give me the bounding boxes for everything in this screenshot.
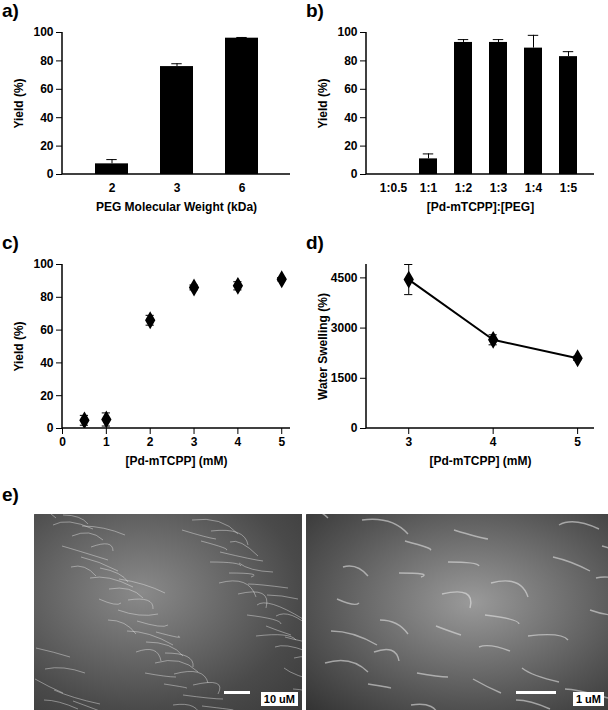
svg-text:80: 80 <box>344 54 358 68</box>
svg-text:40: 40 <box>40 111 54 125</box>
svg-text:0: 0 <box>351 167 358 181</box>
svg-text:4: 4 <box>490 435 497 449</box>
svg-text:1:1: 1:1 <box>420 181 438 195</box>
svg-text:4: 4 <box>235 435 242 449</box>
svg-text:[Pd-mTCPP] (mM): [Pd-mTCPP] (mM) <box>126 454 228 468</box>
svg-text:5: 5 <box>574 435 581 449</box>
svg-text:1:4: 1:4 <box>525 181 543 195</box>
svg-text:1: 1 <box>103 435 110 449</box>
svg-text:80: 80 <box>40 54 54 68</box>
svg-text:80: 80 <box>40 290 54 304</box>
svg-text:100: 100 <box>33 25 53 39</box>
html-text:d): d) <box>306 232 324 253</box>
svg-text:Yield (%): Yield (%) <box>12 78 26 128</box>
svg-text:20: 20 <box>344 139 358 153</box>
svg-text:6: 6 <box>239 181 246 195</box>
svg-text:3: 3 <box>174 181 181 195</box>
svg-text:1:0.5: 1:0.5 <box>380 181 408 195</box>
svg-text:20: 20 <box>40 139 54 153</box>
html-text:b): b) <box>306 0 324 21</box>
svg-text:0: 0 <box>47 167 54 181</box>
svg-text:0: 0 <box>47 421 54 435</box>
svg-text:3: 3 <box>405 435 412 449</box>
svg-text:[Pd-mTCPP] (mM): [Pd-mTCPP] (mM) <box>430 454 532 468</box>
svg-text:1:2: 1:2 <box>455 181 473 195</box>
svg-text:40: 40 <box>40 356 54 370</box>
svg-text:Water Swelling (%): Water Swelling (%) <box>316 293 330 400</box>
svg-text:3000: 3000 <box>331 321 358 335</box>
html-text:c): c) <box>2 232 19 253</box>
svg-text:1500: 1500 <box>331 371 358 385</box>
svg-text:1:3: 1:3 <box>490 181 508 195</box>
html-text:a): a) <box>2 0 19 21</box>
svg-text:[Pd-mTCPP]:[PEG]: [Pd-mTCPP]:[PEG] <box>427 200 534 214</box>
svg-text:20: 20 <box>40 389 54 403</box>
svg-text:100: 100 <box>33 257 53 271</box>
svg-text:0: 0 <box>59 435 66 449</box>
svg-text:Yield (%): Yield (%) <box>316 78 330 128</box>
svg-text:1:5: 1:5 <box>560 181 578 195</box>
svg-text:40: 40 <box>344 111 358 125</box>
svg-text:100: 100 <box>337 25 357 39</box>
svg-text:4500: 4500 <box>331 271 358 285</box>
html-text:e): e) <box>2 484 19 505</box>
svg-text:PEG Molecular Weight (kDa): PEG Molecular Weight (kDa) <box>96 200 257 214</box>
svg-text:2: 2 <box>109 181 116 195</box>
svg-text:3: 3 <box>191 435 198 449</box>
svg-text:Yield (%): Yield (%) <box>12 321 26 371</box>
svg-text:2: 2 <box>147 435 154 449</box>
svg-text:60: 60 <box>40 323 54 337</box>
html-text:1 uM: 1 uM <box>575 693 601 705</box>
svg-text:0: 0 <box>351 421 358 435</box>
svg-text:5: 5 <box>278 435 285 449</box>
html-text:10 uM: 10 uM <box>263 693 295 705</box>
svg-text:60: 60 <box>344 82 358 96</box>
svg-text:60: 60 <box>40 82 54 96</box>
